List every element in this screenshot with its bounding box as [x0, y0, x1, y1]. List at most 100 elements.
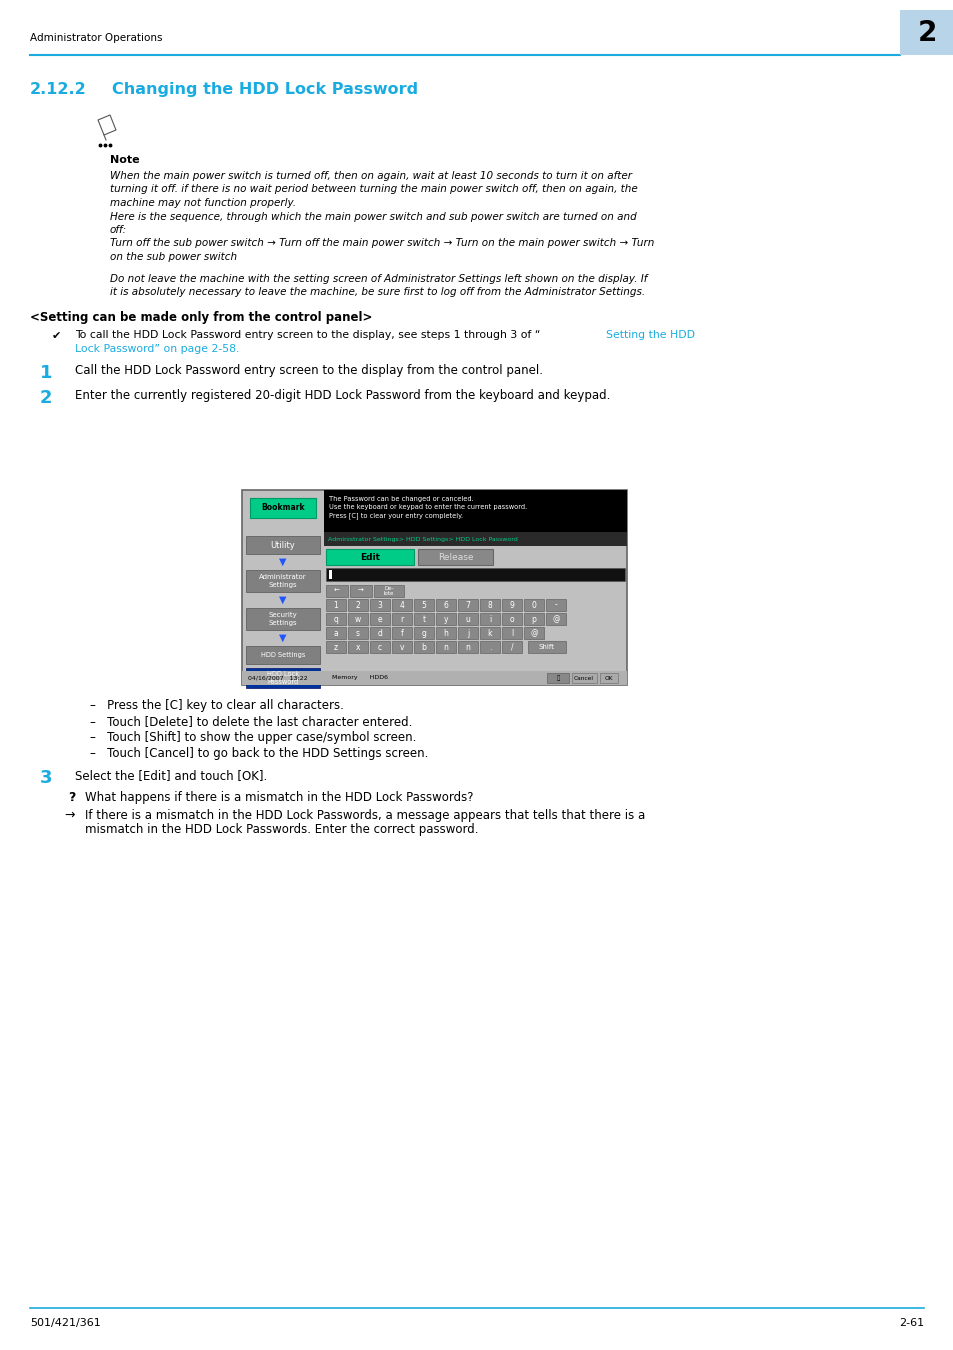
- Text: it is absolutely necessary to leave the machine, be sure first to log off from t: it is absolutely necessary to leave the …: [110, 288, 644, 297]
- Text: 2: 2: [355, 601, 360, 609]
- Bar: [242, 490, 626, 684]
- Text: 3: 3: [40, 769, 52, 787]
- Text: Call the HDD Lock Password entry screen to the display from the control panel.: Call the HDD Lock Password entry screen …: [75, 364, 542, 377]
- Bar: [545, 599, 565, 612]
- Text: Lock Password” on page 2-58.: Lock Password” on page 2-58.: [75, 344, 239, 354]
- Bar: [324, 490, 626, 532]
- Text: Changing the HDD Lock Password: Changing the HDD Lock Password: [112, 82, 417, 97]
- Text: on the sub power switch: on the sub power switch: [110, 252, 237, 262]
- Text: <Setting can be made only from the control panel>: <Setting can be made only from the contr…: [30, 310, 372, 324]
- Text: j: j: [466, 629, 469, 637]
- Bar: [246, 570, 319, 593]
- Bar: [523, 626, 543, 639]
- Bar: [348, 626, 368, 639]
- Bar: [414, 599, 434, 612]
- Text: 501/421/361: 501/421/361: [30, 1318, 101, 1328]
- Text: ▼: ▼: [279, 595, 287, 605]
- Text: 8: 8: [487, 601, 492, 609]
- Text: f: f: [400, 629, 403, 637]
- Bar: [350, 585, 372, 597]
- Bar: [414, 641, 434, 653]
- Text: v: v: [399, 643, 404, 652]
- Text: 04/16/2007   13:22: 04/16/2007 13:22: [248, 675, 307, 680]
- Text: 9: 9: [509, 601, 514, 609]
- Bar: [392, 641, 412, 653]
- Bar: [246, 668, 319, 688]
- Bar: [246, 647, 319, 664]
- Text: g: g: [421, 629, 426, 637]
- Text: -: -: [554, 601, 557, 609]
- Text: De-
lote: De- lote: [383, 586, 394, 597]
- Text: u: u: [465, 614, 470, 624]
- Text: Edit: Edit: [359, 552, 379, 562]
- Bar: [546, 674, 568, 683]
- Text: 4: 4: [399, 601, 404, 609]
- Text: →: →: [357, 589, 363, 594]
- Text: OK: OK: [604, 675, 613, 680]
- Text: w: w: [355, 614, 361, 624]
- Bar: [326, 626, 346, 639]
- Bar: [523, 599, 543, 612]
- Bar: [457, 599, 477, 612]
- Text: 2.12.2: 2.12.2: [30, 82, 87, 97]
- Text: To call the HDD Lock Password entry screen to the display, see steps 1 through 3: To call the HDD Lock Password entry scre…: [75, 331, 539, 340]
- Text: 💾: 💾: [556, 675, 559, 680]
- Text: i: i: [488, 614, 491, 624]
- Bar: [392, 613, 412, 625]
- Text: l: l: [511, 629, 513, 637]
- Bar: [324, 532, 626, 545]
- Bar: [479, 641, 499, 653]
- Text: 1: 1: [40, 364, 52, 382]
- Text: n: n: [443, 643, 448, 652]
- Text: mismatch in the HDD Lock Passwords. Enter the correct password.: mismatch in the HDD Lock Passwords. Ente…: [85, 824, 478, 836]
- Text: Select the [Edit] and touch [OK].: Select the [Edit] and touch [OK].: [75, 769, 267, 782]
- Text: machine may not function properly.: machine may not function properly.: [110, 198, 295, 208]
- Bar: [457, 641, 477, 653]
- Text: If there is a mismatch in the HDD Lock Passwords, a message appears that tells t: If there is a mismatch in the HDD Lock P…: [85, 809, 644, 822]
- Text: 6: 6: [443, 601, 448, 609]
- Bar: [374, 585, 403, 597]
- Bar: [246, 608, 319, 630]
- Text: o: o: [509, 614, 514, 624]
- Text: –   Press the [C] key to clear all characters.: – Press the [C] key to clear all charact…: [90, 699, 343, 711]
- Bar: [572, 674, 597, 683]
- Text: z: z: [334, 643, 337, 652]
- Text: .: .: [488, 643, 491, 652]
- Text: Here is the sequence, through which the main power switch and sub power switch a: Here is the sequence, through which the …: [110, 212, 636, 221]
- Text: t: t: [422, 614, 425, 624]
- Bar: [370, 641, 390, 653]
- Text: ?: ?: [68, 791, 75, 805]
- Text: HDD Lock
Password: HDD Lock Password: [267, 671, 298, 684]
- Text: 1: 1: [334, 601, 338, 609]
- Bar: [436, 626, 456, 639]
- Text: ▼: ▼: [279, 558, 287, 567]
- Bar: [479, 626, 499, 639]
- Text: 2: 2: [917, 19, 936, 47]
- Text: r: r: [400, 614, 403, 624]
- Text: Bookmark: Bookmark: [261, 504, 305, 513]
- Text: ←: ←: [334, 589, 339, 594]
- Text: ✔: ✔: [52, 331, 61, 340]
- Text: y: y: [443, 614, 448, 624]
- Bar: [436, 641, 456, 653]
- Bar: [326, 641, 346, 653]
- Bar: [329, 570, 332, 579]
- Text: When the main power switch is turned off, then on again, wait at least 10 second: When the main power switch is turned off…: [110, 171, 631, 181]
- Text: k: k: [487, 629, 492, 637]
- Text: Administrator Operations: Administrator Operations: [30, 32, 162, 43]
- Bar: [436, 599, 456, 612]
- Text: 7: 7: [465, 601, 470, 609]
- Bar: [527, 641, 565, 653]
- Text: s: s: [355, 629, 359, 637]
- Bar: [348, 613, 368, 625]
- Text: h: h: [443, 629, 448, 637]
- Bar: [414, 626, 434, 639]
- Text: Enter the currently registered 20-digit HDD Lock Password from the keyboard and : Enter the currently registered 20-digit …: [75, 389, 610, 402]
- Bar: [457, 613, 477, 625]
- Text: 2: 2: [40, 389, 52, 406]
- Bar: [242, 671, 626, 684]
- Bar: [899, 9, 953, 55]
- Text: 2-61: 2-61: [898, 1318, 923, 1328]
- Bar: [501, 626, 521, 639]
- Text: d: d: [377, 629, 382, 637]
